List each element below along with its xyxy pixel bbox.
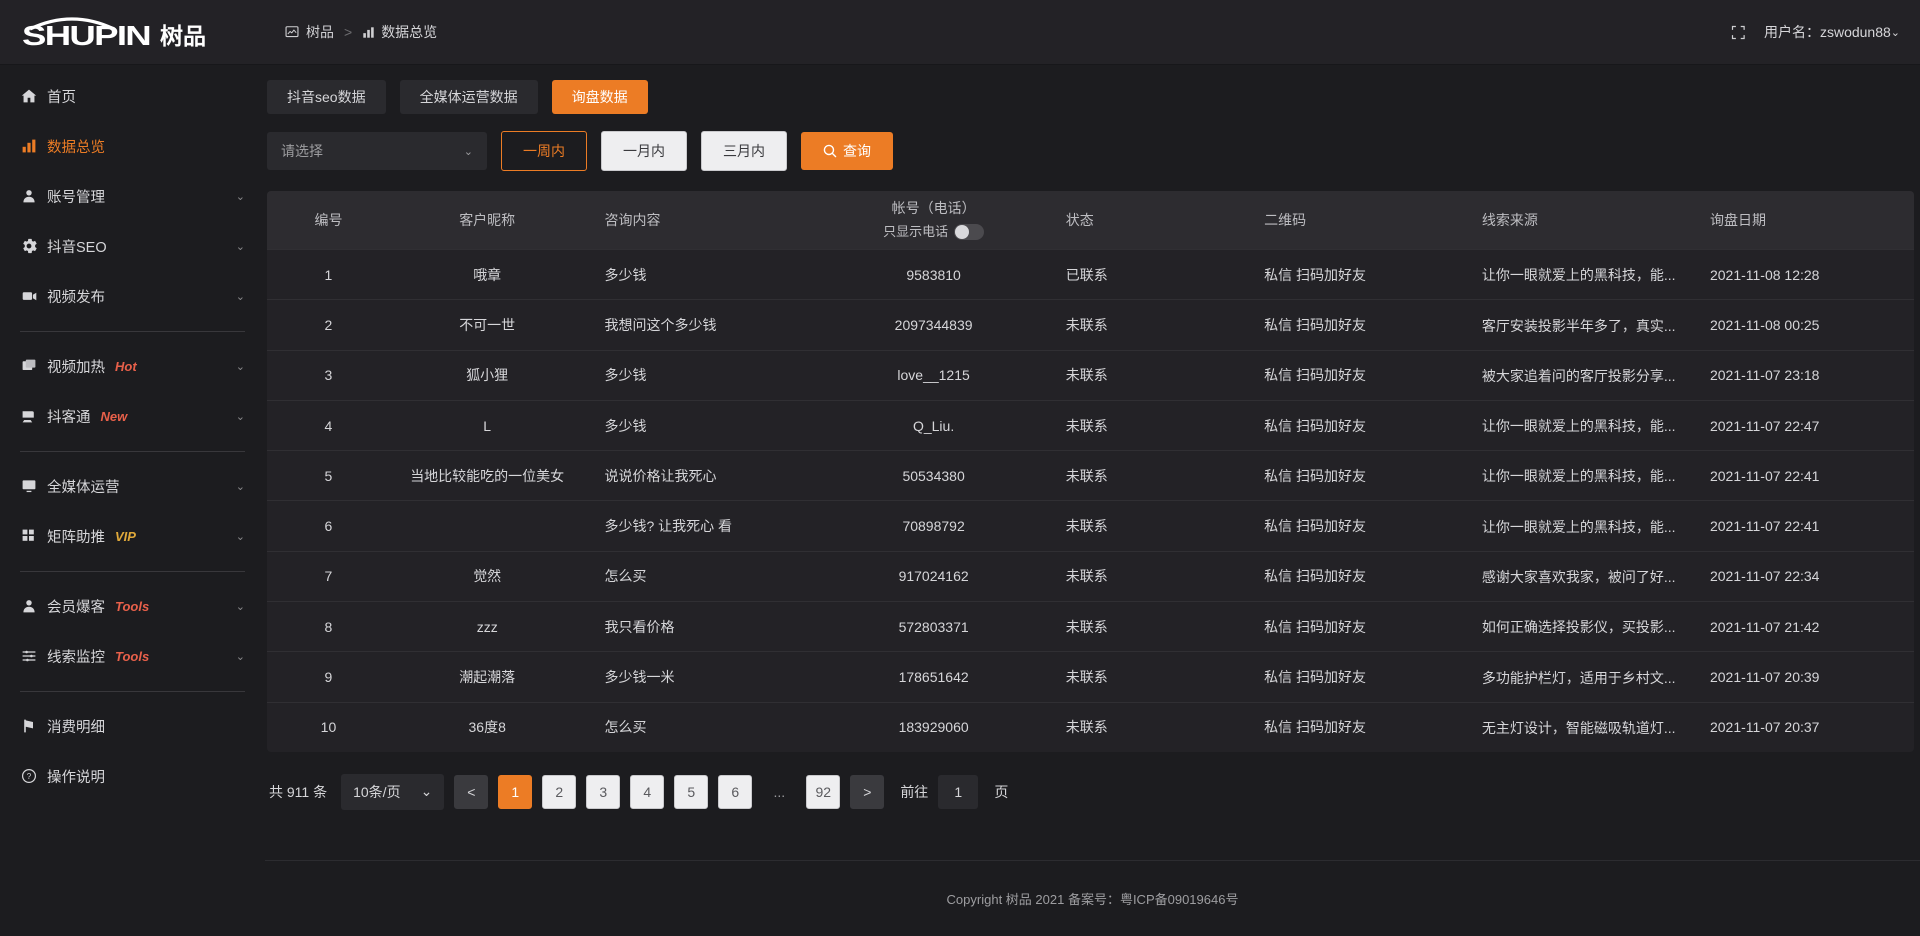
svg-text:SHUPIN: SHUPIN [22,20,150,49]
svg-text:树品: 树品 [160,23,206,49]
svg-text:?: ? [27,772,32,781]
